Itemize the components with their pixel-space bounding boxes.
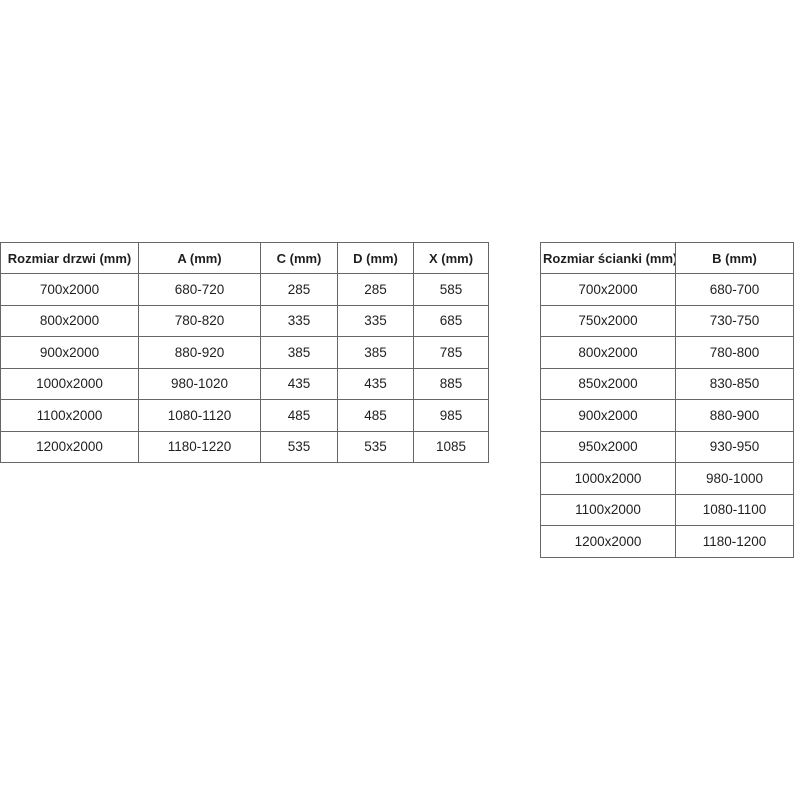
- table-row: 1000x2000 980-1000: [540, 462, 794, 495]
- table-cell: 535: [260, 430, 338, 463]
- table-cell: 385: [337, 336, 414, 369]
- table-cell: 1080-1100: [675, 493, 794, 526]
- table-cell: 1180-1200: [675, 525, 794, 558]
- table-cell: 435: [337, 367, 414, 400]
- table-row: 850x2000 830-850: [540, 367, 794, 400]
- table-cell: 700x2000: [540, 273, 676, 306]
- table-row: 900x2000 880-900: [540, 399, 794, 432]
- header-cell: B (mm): [675, 242, 794, 274]
- table-cell: 780-820: [138, 304, 261, 337]
- header-row: Rozmiar ścianki (mm) B (mm): [540, 242, 794, 274]
- table-row: 700x2000 680-720 285 285 585: [0, 273, 489, 306]
- table-cell: 1100x2000: [540, 493, 676, 526]
- table-cell: 485: [260, 399, 338, 432]
- table-cell: 685: [413, 304, 489, 337]
- header-cell: A (mm): [138, 242, 261, 274]
- table-cell: 435: [260, 367, 338, 400]
- table-cell: 1200x2000: [540, 525, 676, 558]
- table-cell: 535: [337, 430, 414, 463]
- table-cell: 285: [260, 273, 338, 306]
- table-cell: 1180-1220: [138, 430, 261, 463]
- table-cell: 830-850: [675, 367, 794, 400]
- table-cell: 335: [260, 304, 338, 337]
- door-sizes-table: Rozmiar drzwi (mm) A (mm) C (mm) D (mm) X (m…: [0, 242, 489, 463]
- table-cell: 1080-1120: [138, 399, 261, 432]
- header-cell: X (mm): [413, 242, 489, 274]
- table-row: 800x2000 780-820 335 335 685: [0, 304, 489, 337]
- header-row: Rozmiar drzwi (mm) A (mm) C (mm) D (mm) X (m…: [0, 242, 489, 274]
- table-cell: 900x2000: [0, 336, 139, 369]
- table-cell: 980-1020: [138, 367, 261, 400]
- table-row: 1200x2000 1180-1200: [540, 525, 794, 558]
- table-row: 1200x2000 1180-1220 535 535 1085: [0, 430, 489, 463]
- table-cell: 880-900: [675, 399, 794, 432]
- table-cell: 1000x2000: [0, 367, 139, 400]
- table-row: 950x2000 930-950: [540, 430, 794, 463]
- table-cell: 585: [413, 273, 489, 306]
- table-row: 900x2000 880-920 385 385 785: [0, 336, 489, 369]
- table-row: 1100x2000 1080-1100: [540, 493, 794, 526]
- table-row: 800x2000 780-800: [540, 336, 794, 369]
- wall-sizes-table: Rozmiar ścianki (mm) B (mm) 700x2000 680-70…: [540, 242, 794, 558]
- table-cell: 385: [260, 336, 338, 369]
- table-cell: 335: [337, 304, 414, 337]
- table-cell: 880-920: [138, 336, 261, 369]
- header-cell: Rozmiar drzwi (mm): [0, 242, 139, 274]
- table-cell: 1000x2000: [540, 462, 676, 495]
- header-cell: D (mm): [337, 242, 414, 274]
- table-cell: 985: [413, 399, 489, 432]
- header-cell: Rozmiar ścianki (mm): [540, 242, 676, 274]
- table-cell: 730-750: [675, 304, 794, 337]
- table-row: 1100x2000 1080-1120 485 485 985: [0, 399, 489, 432]
- table-cell: 950x2000: [540, 430, 676, 463]
- table-cell: 1200x2000: [0, 430, 139, 463]
- table-cell: 1085: [413, 430, 489, 463]
- table-cell: 785: [413, 336, 489, 369]
- table-cell: 1100x2000: [0, 399, 139, 432]
- table-cell: 285: [337, 273, 414, 306]
- table-row: 750x2000 730-750: [540, 304, 794, 337]
- table-cell: 680-700: [675, 273, 794, 306]
- table-row: 1000x2000 980-1020 435 435 885: [0, 367, 489, 400]
- table-cell: 485: [337, 399, 414, 432]
- header-cell: C (mm): [260, 242, 338, 274]
- table-cell: 900x2000: [540, 399, 676, 432]
- table-cell: 980-1000: [675, 462, 794, 495]
- table-cell: 800x2000: [0, 304, 139, 337]
- table-cell: 850x2000: [540, 367, 676, 400]
- table-cell: 700x2000: [0, 273, 139, 306]
- table-cell: 780-800: [675, 336, 794, 369]
- table-cell: 800x2000: [540, 336, 676, 369]
- table-cell: 885: [413, 367, 489, 400]
- table-cell: 930-950: [675, 430, 794, 463]
- table-cell: 680-720: [138, 273, 261, 306]
- table-row: 700x2000 680-700: [540, 273, 794, 306]
- table-cell: 750x2000: [540, 304, 676, 337]
